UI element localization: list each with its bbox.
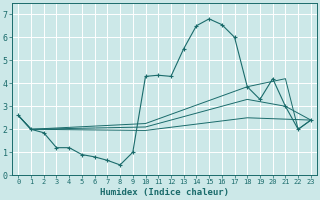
X-axis label: Humidex (Indice chaleur): Humidex (Indice chaleur) [100,188,229,197]
